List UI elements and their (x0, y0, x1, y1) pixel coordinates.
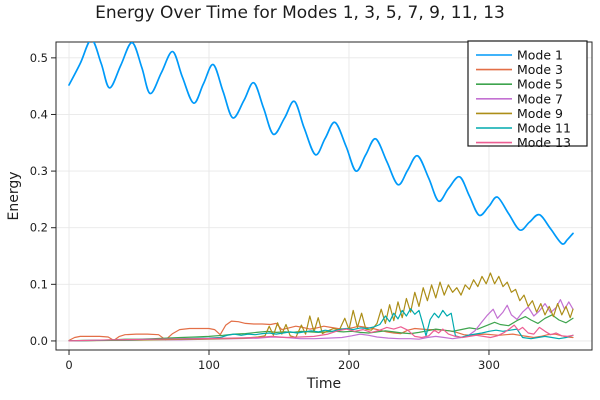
legend-label: Mode 5 (517, 77, 563, 92)
plot-frame (55, 41, 593, 351)
y-axis-label: Energy (6, 171, 22, 221)
series-line-mode-1 (68, 42, 574, 245)
y-tick-label: 0.2 (30, 221, 48, 235)
legend-label: Mode 1 (517, 48, 563, 63)
legend-label: Mode 3 (517, 62, 563, 77)
y-tick-label: 0.0 (30, 334, 48, 348)
x-axis-label: Time (306, 376, 342, 392)
series-line-mode-13 (68, 324, 574, 342)
legend-label: Mode 13 (517, 135, 571, 150)
legend-label: Mode 7 (517, 91, 563, 106)
x-tick-label: 200 (338, 358, 360, 372)
x-tick-label: 100 (198, 358, 220, 372)
x-tick-label: 300 (478, 358, 500, 372)
chart-title: Energy Over Time for Modes 1, 3, 5, 7, 9… (95, 3, 505, 23)
y-tick-label: 0.4 (30, 107, 48, 121)
x-tick-label: 0 (65, 358, 72, 372)
y-tick-label: 0.1 (30, 277, 48, 291)
y-tick-label: 0.5 (30, 51, 48, 65)
legend-label: Mode 9 (517, 106, 563, 121)
legend-label: Mode 11 (517, 121, 571, 136)
series-line-mode-5 (68, 314, 574, 342)
y-tick-label: 0.3 (30, 164, 48, 178)
series-line-mode-9 (68, 272, 574, 342)
series-line-mode-11 (68, 308, 574, 342)
